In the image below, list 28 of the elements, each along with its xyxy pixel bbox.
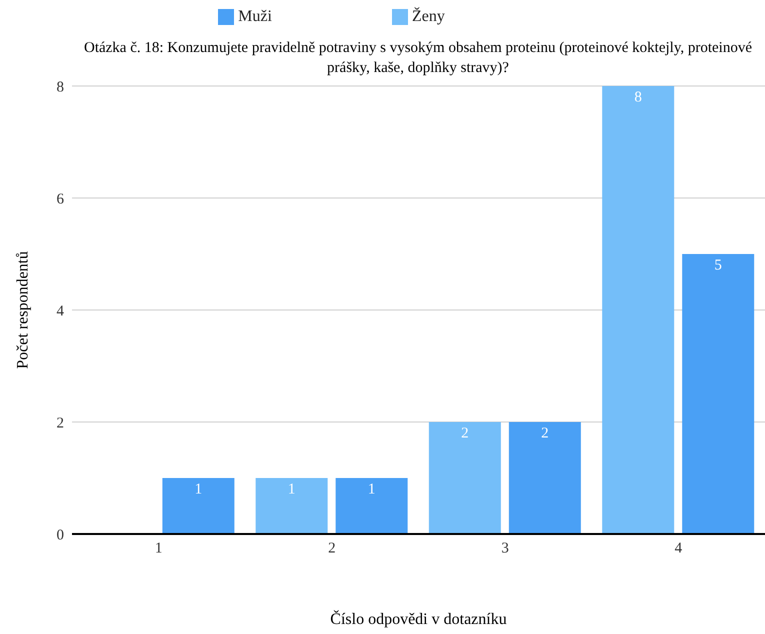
bar bbox=[336, 478, 408, 534]
data-label: 2 bbox=[461, 426, 469, 442]
bar bbox=[602, 86, 674, 534]
x-tick-label: 1 bbox=[154, 540, 162, 557]
legend-label: Muži bbox=[238, 8, 272, 25]
y-axis-title: Počet respondentů bbox=[14, 251, 32, 369]
x-tick-label: 3 bbox=[501, 540, 509, 557]
data-label: 1 bbox=[194, 482, 202, 498]
y-tick-label: 8 bbox=[56, 79, 64, 96]
data-label: 8 bbox=[634, 90, 642, 106]
bar bbox=[508, 422, 581, 534]
x-tick-label: 4 bbox=[674, 540, 683, 557]
x-axis-title: Číslo odpovědi v dotazníku bbox=[330, 610, 507, 628]
y-tick-label: 6 bbox=[56, 191, 64, 208]
bar bbox=[428, 422, 501, 534]
data-label: 2 bbox=[541, 426, 549, 442]
data-label: 1 bbox=[288, 482, 296, 498]
data-label: 5 bbox=[714, 258, 722, 274]
legend-label: Ženy bbox=[412, 8, 445, 25]
y-tick-label: 4 bbox=[56, 303, 64, 320]
x-tick-label: 2 bbox=[328, 540, 336, 557]
bar bbox=[682, 254, 754, 534]
bar bbox=[256, 478, 328, 534]
chart-title: Otázka č. 18: Konzumujete pravidelně potraviny s vysokým obsahem proteinu (proteinové koktejly, proteinové prášky, kaše, doplňky stravy)? bbox=[82, 39, 754, 78]
data-label: 1 bbox=[368, 482, 376, 498]
y-tick-label: 0 bbox=[56, 527, 64, 544]
y-tick-label: 2 bbox=[56, 415, 64, 432]
bar bbox=[162, 478, 234, 534]
